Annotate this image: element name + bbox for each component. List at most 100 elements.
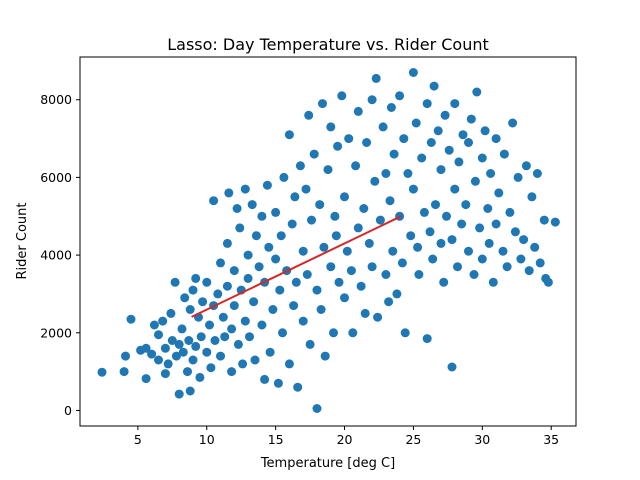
data-point xyxy=(498,246,508,256)
data-point xyxy=(262,180,272,190)
data-point xyxy=(227,367,237,377)
y-tick-label: 0 xyxy=(64,403,72,418)
x-tick-label: 20 xyxy=(337,432,353,447)
data-point xyxy=(235,223,245,233)
plot-area-frame xyxy=(79,56,577,427)
data-point xyxy=(491,219,501,229)
data-point xyxy=(119,367,129,377)
y-axis: 0 2000 4000 6000 8000 xyxy=(40,92,80,418)
data-point xyxy=(298,316,308,326)
data-point xyxy=(319,242,329,252)
data-point xyxy=(458,130,468,140)
data-point xyxy=(457,219,467,229)
data-point xyxy=(527,192,537,202)
data-point xyxy=(484,238,494,248)
data-point xyxy=(163,359,173,369)
data-point xyxy=(312,404,322,413)
data-point xyxy=(216,351,225,361)
data-point xyxy=(257,320,267,330)
data-point xyxy=(494,188,504,198)
data-point xyxy=(417,153,427,163)
data-point xyxy=(149,320,159,330)
data-point xyxy=(141,343,151,353)
data-point xyxy=(439,277,449,287)
data-point xyxy=(359,204,369,213)
data-point xyxy=(477,254,487,264)
data-point xyxy=(202,347,212,357)
data-point xyxy=(524,266,534,276)
data-point xyxy=(167,336,177,345)
data-point xyxy=(323,165,333,175)
data-point xyxy=(316,305,326,314)
data-point xyxy=(411,118,421,128)
data-point xyxy=(450,99,460,109)
data-point xyxy=(224,188,234,198)
data-point xyxy=(191,341,201,351)
data-point xyxy=(532,169,542,178)
data-point xyxy=(408,68,418,77)
y-tick-label: 6000 xyxy=(40,170,72,185)
data-point xyxy=(519,235,529,245)
data-point xyxy=(406,231,416,241)
x-axis-label: Temperature [deg C] xyxy=(260,456,395,471)
data-point xyxy=(305,339,315,349)
data-point xyxy=(302,270,312,279)
data-point xyxy=(491,134,501,144)
data-point xyxy=(180,293,190,303)
data-point xyxy=(356,281,366,291)
data-point xyxy=(141,374,151,384)
data-point xyxy=(367,95,377,105)
data-point xyxy=(284,359,294,369)
data-point xyxy=(273,378,283,388)
data-point xyxy=(422,334,432,344)
data-point xyxy=(183,367,192,377)
data-point xyxy=(174,339,184,349)
data-point xyxy=(298,246,308,256)
data-point xyxy=(375,215,385,225)
data-point xyxy=(508,118,518,128)
data-point xyxy=(154,330,163,340)
data-point xyxy=(340,293,349,303)
data-point xyxy=(206,363,216,373)
data-point xyxy=(381,270,391,279)
data-point xyxy=(378,122,388,132)
data-point xyxy=(360,308,370,318)
data-point xyxy=(185,386,195,396)
data-point xyxy=(436,238,446,248)
x-tick-label: 15 xyxy=(268,432,284,447)
lasso-fit-line xyxy=(191,215,402,318)
x-axis: 5 10 15 20 25 30 35 xyxy=(134,426,559,447)
data-point xyxy=(516,254,526,264)
data-point xyxy=(444,145,454,155)
data-point xyxy=(309,149,319,159)
data-point xyxy=(428,254,438,264)
data-point xyxy=(454,157,464,167)
data-point xyxy=(326,122,336,132)
data-point xyxy=(191,273,201,283)
data-point xyxy=(472,87,482,97)
data-point xyxy=(218,312,228,322)
data-point xyxy=(195,372,205,382)
data-point xyxy=(388,246,398,256)
x-tick-label: 30 xyxy=(474,432,490,447)
data-point xyxy=(154,355,163,365)
data-point xyxy=(185,305,195,314)
data-point xyxy=(196,332,206,342)
y-axis-label: Rider Count xyxy=(15,203,30,280)
x-tick-label: 10 xyxy=(199,432,215,447)
data-point xyxy=(243,250,253,260)
data-point xyxy=(278,328,287,338)
data-point xyxy=(160,343,170,353)
data-point xyxy=(331,231,341,241)
data-point xyxy=(290,192,300,202)
data-point xyxy=(475,223,485,233)
data-point xyxy=(326,262,336,272)
data-point xyxy=(240,316,250,326)
data-point xyxy=(160,369,170,379)
data-point xyxy=(351,161,361,171)
data-point xyxy=(425,227,435,237)
data-point xyxy=(385,196,395,206)
data-point xyxy=(178,347,188,357)
data-point xyxy=(440,110,450,120)
